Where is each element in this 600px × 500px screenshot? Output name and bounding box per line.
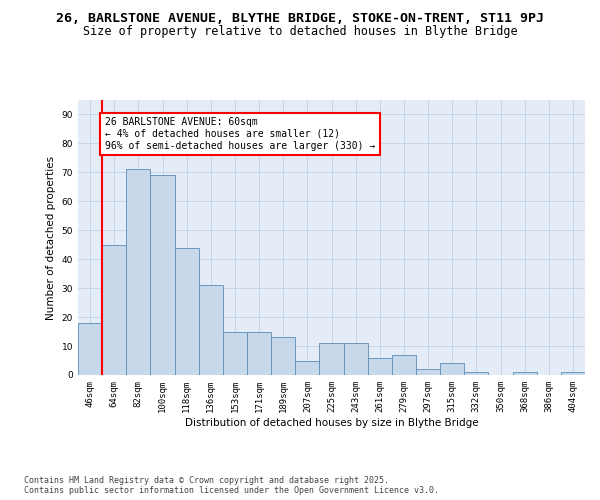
Bar: [512, 372, 537, 375]
Text: 26 BARLSTONE AVENUE: 60sqm
← 4% of detached houses are smaller (12)
96% of semi-: 26 BARLSTONE AVENUE: 60sqm ← 4% of detac…: [105, 118, 375, 150]
Bar: [319, 343, 344, 375]
Bar: [175, 248, 199, 375]
Bar: [247, 332, 271, 375]
Text: Size of property relative to detached houses in Blythe Bridge: Size of property relative to detached ho…: [83, 25, 517, 38]
Bar: [440, 364, 464, 375]
Y-axis label: Number of detached properties: Number of detached properties: [46, 156, 56, 320]
Bar: [392, 354, 416, 375]
Bar: [78, 323, 102, 375]
Bar: [102, 244, 126, 375]
Text: 26, BARLSTONE AVENUE, BLYTHE BRIDGE, STOKE-ON-TRENT, ST11 9PJ: 26, BARLSTONE AVENUE, BLYTHE BRIDGE, STO…: [56, 12, 544, 26]
Bar: [271, 338, 295, 375]
Bar: [368, 358, 392, 375]
Bar: [199, 286, 223, 375]
Bar: [295, 360, 319, 375]
Bar: [464, 372, 488, 375]
Bar: [344, 343, 368, 375]
Bar: [223, 332, 247, 375]
Text: Contains HM Land Registry data © Crown copyright and database right 2025.
Contai: Contains HM Land Registry data © Crown c…: [24, 476, 439, 495]
X-axis label: Distribution of detached houses by size in Blythe Bridge: Distribution of detached houses by size …: [185, 418, 478, 428]
Bar: [151, 176, 175, 375]
Bar: [561, 372, 585, 375]
Bar: [416, 369, 440, 375]
Bar: [126, 170, 151, 375]
